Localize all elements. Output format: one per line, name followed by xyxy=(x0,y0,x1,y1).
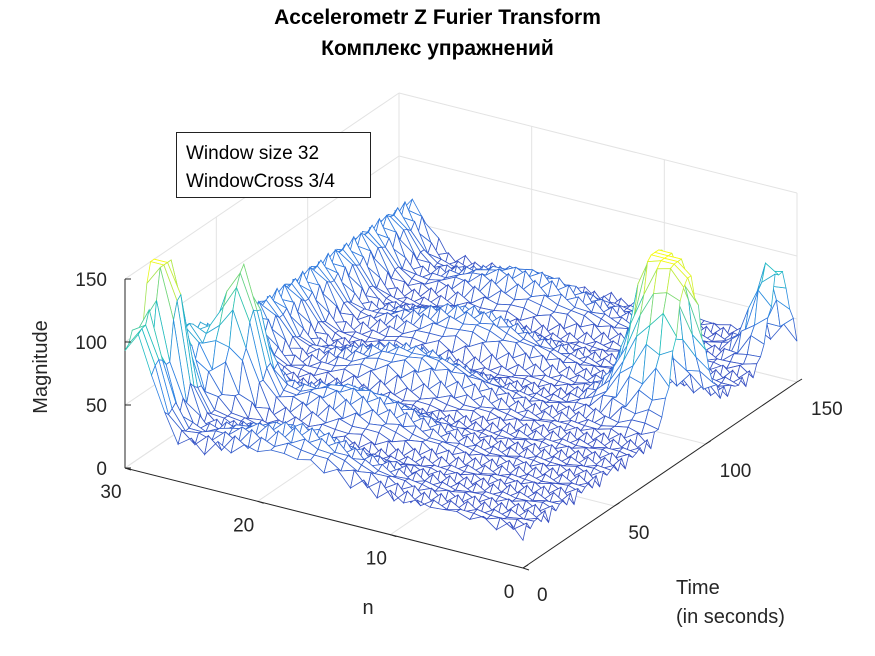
y-tick-mark xyxy=(522,567,530,571)
surface-mesh xyxy=(124,198,798,542)
grid-line xyxy=(398,92,798,194)
y-tick-label: 30 xyxy=(100,482,121,503)
mesh-cell xyxy=(509,521,528,542)
x-tick-mark xyxy=(796,378,803,383)
annotation-line-1: Window size 32 xyxy=(186,143,320,164)
x-axis-label-line2: (in seconds) xyxy=(676,606,785,628)
y-axis-line xyxy=(124,467,524,569)
y-tick-label: 10 xyxy=(366,549,387,570)
x-tick-label: 150 xyxy=(811,399,843,420)
z-tick-label: 50 xyxy=(86,396,107,417)
z-tick-label: 150 xyxy=(75,270,107,291)
z-axis-label: Magnitude xyxy=(30,320,52,413)
chart-subtitle: Комплекс упражнений xyxy=(321,37,554,60)
z-tick-label: 100 xyxy=(75,333,107,354)
x-axis-label-line1: Time xyxy=(676,577,720,599)
x-tick-label: 100 xyxy=(720,461,752,482)
annotation-box: Window size 32 WindowCross 3/4 xyxy=(176,132,371,198)
grid-line xyxy=(398,218,798,320)
y-tick-label: 20 xyxy=(233,515,254,536)
annotation-line-2: WindowCross 3/4 xyxy=(186,171,335,192)
x-tick-label: 50 xyxy=(628,523,649,544)
axis-labels: Magnitude n Time (in seconds) xyxy=(30,320,785,628)
x-tick-label: 0 xyxy=(537,585,548,606)
z-tick-label: 0 xyxy=(96,459,107,480)
x-axis-line xyxy=(522,381,798,569)
y-axis-label: n xyxy=(362,597,373,619)
y-tick-label: 0 xyxy=(504,582,515,603)
chart-title: Accelerometr Z Furier Transform xyxy=(274,6,601,29)
grid-line xyxy=(398,155,798,257)
